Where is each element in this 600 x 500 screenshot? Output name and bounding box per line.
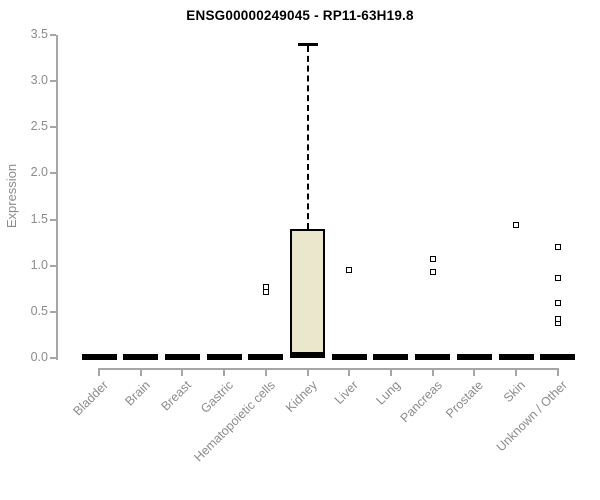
- y-tick: [50, 172, 56, 175]
- outlier-point: [554, 299, 561, 306]
- y-tick-label: 0.5: [30, 303, 48, 318]
- whisker-line: [306, 46, 309, 229]
- y-axis-line: [56, 35, 58, 360]
- median-line: [540, 354, 576, 360]
- outlier-point: [554, 244, 561, 251]
- y-tick-label: 3.0: [30, 73, 48, 88]
- median-line: [164, 354, 200, 360]
- x-tick: [389, 370, 392, 376]
- chart-title: ENSG00000249045 - RP11-63H19.8: [186, 8, 414, 23]
- median-line: [373, 354, 409, 360]
- y-tick: [50, 357, 56, 359]
- x-tick: [306, 370, 309, 376]
- x-tick: [139, 370, 142, 376]
- median-line: [248, 354, 284, 360]
- outlier-point: [513, 222, 519, 229]
- y-tick-label: 2.5: [30, 119, 48, 134]
- x-tick: [181, 370, 184, 376]
- x-tick: [473, 370, 476, 376]
- outlier-point: [346, 267, 353, 274]
- y-tick-label: 2.0: [30, 165, 48, 180]
- y-tick: [50, 80, 56, 83]
- x-tick: [223, 370, 226, 376]
- x-tick: [98, 370, 100, 376]
- x-axis-line: [98, 368, 559, 370]
- median-line: [81, 354, 117, 360]
- x-tick: [431, 370, 434, 376]
- y-tick-label: 3.5: [30, 27, 48, 41]
- median-line: [456, 354, 492, 360]
- median-line: [290, 352, 325, 359]
- outlier-point: [429, 269, 436, 276]
- x-tick: [515, 370, 517, 376]
- y-tick: [50, 218, 56, 221]
- outlier-point: [429, 256, 436, 263]
- median-line: [331, 354, 367, 360]
- x-tick: [348, 370, 351, 376]
- y-tick: [50, 310, 56, 313]
- y-tick: [50, 126, 56, 129]
- outlier-point: [262, 283, 269, 290]
- outlier-point: [554, 316, 561, 323]
- whisker-cap: [297, 43, 318, 47]
- median-line: [415, 354, 451, 360]
- outlier-point: [554, 274, 561, 281]
- y-tick-label: 1.5: [30, 211, 48, 226]
- median-line: [123, 354, 159, 360]
- x-tick: [556, 370, 559, 376]
- y-tick-label: 0.0: [30, 350, 48, 364]
- y-tick: [50, 264, 56, 267]
- y-tick: [50, 34, 56, 36]
- box-kidney: [290, 228, 325, 359]
- median-line: [498, 354, 534, 360]
- y-tick-label: 1.0: [30, 257, 48, 272]
- median-line: [206, 354, 242, 360]
- x-tick: [264, 370, 267, 376]
